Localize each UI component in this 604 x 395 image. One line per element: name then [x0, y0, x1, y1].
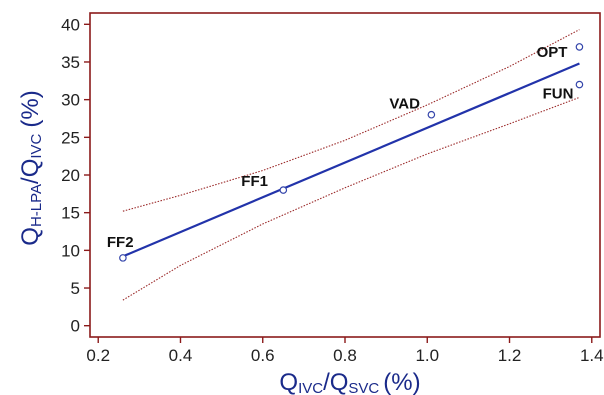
x-tick-label: 0.8	[333, 346, 357, 365]
data-point-opt	[575, 43, 584, 51]
regression-line	[122, 62, 580, 258]
x-tick-label: 1.4	[580, 346, 604, 365]
y-tick-label: 15	[61, 204, 80, 223]
point-label-ff2: FF2	[107, 234, 134, 251]
point-label-ff1: FF1	[241, 173, 268, 190]
x-tick-label: 0.2	[86, 346, 110, 365]
y-tick-label: 30	[61, 91, 80, 110]
y-tick-label: 35	[61, 53, 80, 72]
data-point-vad	[427, 110, 436, 119]
lower-confidence-band	[122, 96, 580, 301]
y-tick-label: 0	[71, 317, 80, 336]
data-point-ff2	[119, 254, 127, 262]
x-tick-label: 1.2	[498, 346, 522, 365]
plot-frame	[89, 12, 601, 338]
y-tick-label: 40	[61, 15, 80, 34]
data-point-ff1	[279, 186, 288, 194]
x-tick-label: 0.6	[251, 346, 275, 365]
y-tick-label: 25	[61, 128, 80, 147]
y-tick-label: 20	[61, 166, 80, 185]
x-axis-label: QIVC/QSVC (%)	[279, 369, 420, 395]
y-tick-label: 10	[61, 241, 80, 260]
x-tick-label: 0.4	[169, 346, 193, 365]
point-label-vad: VAD	[389, 96, 420, 113]
y-tick-label: 5	[71, 279, 80, 298]
data-point-fun	[575, 80, 584, 89]
plot-area: 0.2 0.4 0.6 0.8 1.0 1.2 1.4 0 5 10 15 20 25 30 35 40 FF2…	[61, 12, 604, 365]
point-label-opt: OPT	[537, 44, 568, 61]
upper-confidence-band	[122, 29, 580, 212]
y-axis-label: QH-LPA/QIVC(%)	[17, 90, 45, 245]
x-tick-label: 1.0	[415, 346, 439, 365]
point-label-fun: FUN	[543, 86, 574, 103]
